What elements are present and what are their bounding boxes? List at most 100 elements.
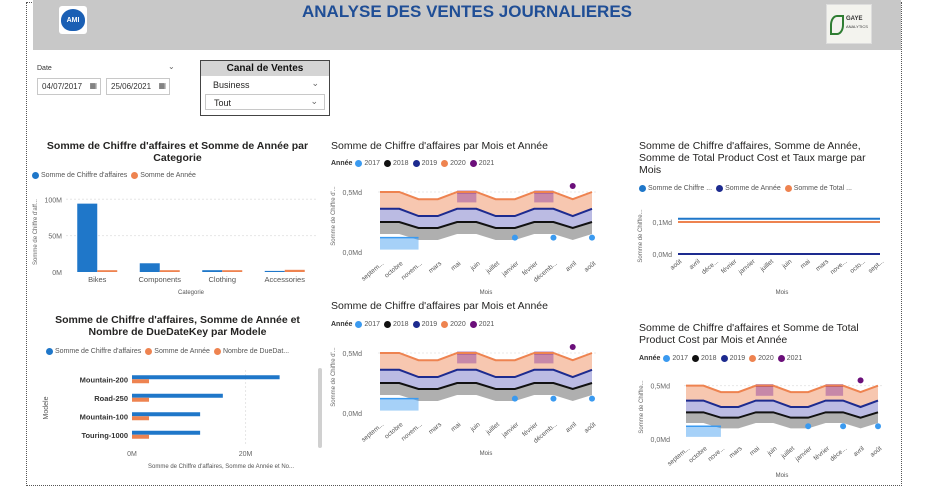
legend-item-2020[interactable]: 2020 xyxy=(749,355,774,362)
y-tick-label: 0M xyxy=(52,270,62,277)
legend-item-2020[interactable]: 2020 xyxy=(441,321,466,328)
legend-item-2018[interactable]: 2018 xyxy=(691,355,717,362)
x-tick-label: juillet xyxy=(779,445,796,461)
bar-clothing-ca xyxy=(202,270,223,272)
legend-item-2020[interactable]: 2020 xyxy=(441,160,466,167)
x-tick-label: mai xyxy=(450,421,463,433)
legend-title: Année xyxy=(331,160,353,167)
y-tick-label: Mountain-200 xyxy=(80,375,128,384)
data-point xyxy=(589,234,595,241)
x-tick-label: octo... xyxy=(849,258,867,275)
calendar-icon[interactable]: ▦ xyxy=(158,81,166,90)
area-2018 xyxy=(380,222,592,240)
line-2018 xyxy=(686,411,879,419)
chevron-down-icon[interactable]: ⌄ xyxy=(310,96,318,106)
bar-ca-touring-1000 xyxy=(132,430,201,435)
bar-accessories-annee xyxy=(284,269,305,272)
legend-item-2021[interactable]: 2021 xyxy=(469,321,495,328)
legend-item[interactable]: Somme de Total ... xyxy=(784,185,852,192)
legend-item[interactable]: Somme de Chiffre ... xyxy=(639,185,712,192)
legend-item-2018[interactable]: 2018 xyxy=(383,160,409,167)
canal-title: Canal de Ventes xyxy=(201,61,329,76)
y-axis-label: Somme de Chiffre... xyxy=(638,209,644,263)
y-tick-label: 100M xyxy=(44,197,62,204)
legend-label: 2019 xyxy=(729,355,746,362)
x-tick-label: juin xyxy=(780,258,793,271)
legend-dot xyxy=(663,355,671,362)
legend-item-2017[interactable]: 2017 xyxy=(355,160,380,167)
legend-dot xyxy=(720,355,728,362)
legend-dot xyxy=(383,160,391,167)
legend-label: 2018 xyxy=(392,160,409,167)
legend-label: 2020 xyxy=(450,321,466,328)
area-2019 xyxy=(380,208,592,228)
legend-item[interactable]: Somme de Année xyxy=(131,172,196,179)
chart1-title: Somme de Chiffre d'affaires et Somme de … xyxy=(36,140,319,164)
x-axis-label: Somme de Chiffre d'affaires, Somme de An… xyxy=(148,464,294,470)
chart1-title-line2: Categorie xyxy=(153,152,202,164)
legend-item-2021[interactable]: 2021 xyxy=(469,160,495,167)
chart5-title-line2: Somme de Total Product Cost et Taux marg… xyxy=(639,152,866,164)
date-end-input[interactable]: 25/06/2021 ▦ xyxy=(106,78,170,95)
x-tick-label: janvier xyxy=(500,421,521,440)
legend-item-2019[interactable]: 2019 xyxy=(720,355,746,362)
chevron-down-icon[interactable]: ⌄ xyxy=(311,78,319,88)
x-tick-label: mai xyxy=(799,258,812,270)
legend-dot xyxy=(441,321,449,328)
legend-dot xyxy=(749,355,757,362)
chart1-bar-chart: Somme de Chiffre d'aff... 100M 50M 0M Bikes C… xyxy=(33,197,316,296)
legend-title: Année xyxy=(331,321,353,328)
ami-logo-mark: AMI xyxy=(61,9,85,31)
chart5-title-line1: Somme de Chiffre d'affaires, Somme de An… xyxy=(639,140,861,152)
calendar-icon[interactable]: ▦ xyxy=(89,81,97,90)
x-tick-label: Bikes xyxy=(88,275,107,284)
data-point xyxy=(840,423,847,430)
legend-label: 2021 xyxy=(478,321,495,328)
y-axis-label: Somme de Chiffre d'... xyxy=(331,347,337,407)
legend-dot xyxy=(412,321,420,328)
chevron-down-icon[interactable]: ⌄ xyxy=(168,62,175,71)
line-2019 xyxy=(380,207,593,218)
y-tick-label: 0,5Md xyxy=(343,190,363,197)
data-point xyxy=(569,183,576,189)
x-tick-label: déce... xyxy=(701,258,721,276)
chart3-title: Somme de Chiffre d'affaires par Mois et … xyxy=(331,140,548,152)
legend-label: Somme de Année xyxy=(725,185,781,192)
area-2021-segment xyxy=(755,385,774,396)
legend-dot xyxy=(412,160,420,167)
bar-bikes-annee xyxy=(97,270,118,272)
chart4-title: Somme de Chiffre d'affaires par Mois et … xyxy=(331,300,548,312)
x-tick-label: novem... xyxy=(400,421,424,443)
x-tick-label: octobre xyxy=(688,445,709,465)
legend-item-2021[interactable]: 2021 xyxy=(777,355,802,362)
x-tick-label: avril xyxy=(688,258,702,271)
legend-label: Somme de Total ... xyxy=(793,185,852,192)
canal-dropdown-tout[interactable]: Tout ⌄ xyxy=(205,94,325,110)
legend-item[interactable]: Somme de Année xyxy=(716,185,781,192)
legend-item-2018[interactable]: 2018 xyxy=(383,321,409,328)
y-axis-label: Modele xyxy=(43,396,50,419)
chart2-scrollbar[interactable] xyxy=(318,368,322,448)
legend-item[interactable]: Somme de Chiffre d'affaires xyxy=(32,172,127,179)
y-tick-label: 0,0Md xyxy=(343,250,363,257)
legend-item-2017[interactable]: 2017 xyxy=(663,355,688,362)
x-tick-label: juillet xyxy=(484,421,501,437)
date-start-input[interactable]: 04/07/2017 ▦ xyxy=(37,78,101,95)
legend-label: Somme de Année xyxy=(154,348,210,355)
legend-label: 2020 xyxy=(450,160,466,167)
x-tick-label: novem... xyxy=(400,260,424,282)
page-title: ANALYSE DES VENTES JOURNALIERES xyxy=(302,2,632,21)
canal-dropdown-business[interactable]: Business ⌄ xyxy=(205,77,325,93)
y-tick-label: 50M xyxy=(48,234,62,241)
legend-item-2019[interactable]: 2019 xyxy=(412,321,437,328)
x-tick-label: mai xyxy=(450,260,463,272)
x-tick-label: juillet xyxy=(758,258,775,274)
legend-item[interactable]: Somme de Année xyxy=(145,348,210,355)
legend-item[interactable]: Nombre de DueDat... xyxy=(213,348,289,355)
legend-item-2017[interactable]: 2017 xyxy=(355,321,380,328)
legend-label: 2021 xyxy=(478,160,495,167)
chart5-title: Somme de Chiffre d'affaires, Somme de An… xyxy=(639,140,866,176)
line-2019 xyxy=(380,368,593,379)
legend-item[interactable]: Somme de Chiffre d'affaires xyxy=(46,348,141,355)
legend-item-2019[interactable]: 2019 xyxy=(412,160,437,167)
